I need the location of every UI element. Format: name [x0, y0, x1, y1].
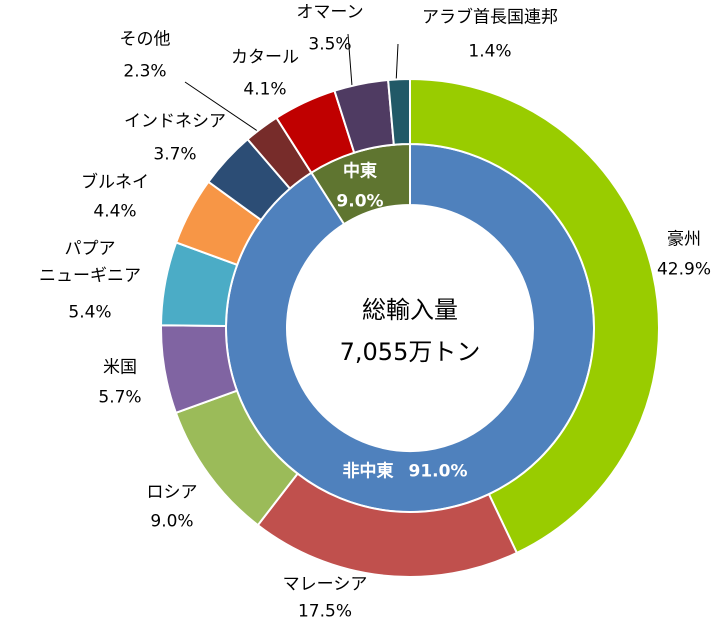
slice-label: パプア ニューギニア — [39, 238, 141, 286]
slice-label: 米国 — [103, 357, 137, 378]
value-label: 4.4% — [93, 201, 137, 222]
slice-label: 豪州 — [667, 229, 701, 250]
annotation: 7,055万トン — [339, 337, 481, 366]
slice-label: アラブ首長国連邦 — [422, 7, 558, 28]
slice-label: 非中東 — [342, 461, 394, 482]
slice-label: カタール — [231, 47, 299, 68]
value-label: 5.7% — [98, 387, 142, 408]
value-label: 2.3% — [123, 61, 167, 82]
leader-line — [395, 43, 399, 85]
value-label: 91.0% — [408, 461, 468, 482]
value-label: 4.1% — [243, 79, 287, 100]
slice-label: ブルネイ — [81, 172, 149, 193]
value-label: 1.4% — [468, 41, 512, 62]
donut-slice — [409, 77, 660, 555]
slice-label: インドネシア — [124, 111, 226, 132]
value-label: 17.5% — [297, 601, 353, 622]
value-label: 5.4% — [68, 302, 112, 323]
slice-label: マレーシア — [282, 574, 368, 595]
annotation: 総輸入量 — [362, 295, 458, 324]
value-label: 3.7% — [153, 144, 197, 165]
value-label: 42.9% — [656, 259, 712, 280]
leader-line — [347, 33, 353, 87]
slice-label: オマーン — [296, 2, 364, 23]
value-label: 9.0% — [150, 511, 194, 532]
leader-line — [184, 81, 263, 135]
value-label: 9.0% — [336, 191, 384, 212]
value-label: 3.5% — [308, 34, 352, 55]
donut-slice — [387, 77, 411, 146]
slice-label: ロシア — [146, 482, 198, 503]
slice-label: その他 — [119, 29, 171, 50]
slice-label: 中東 — [343, 161, 377, 182]
